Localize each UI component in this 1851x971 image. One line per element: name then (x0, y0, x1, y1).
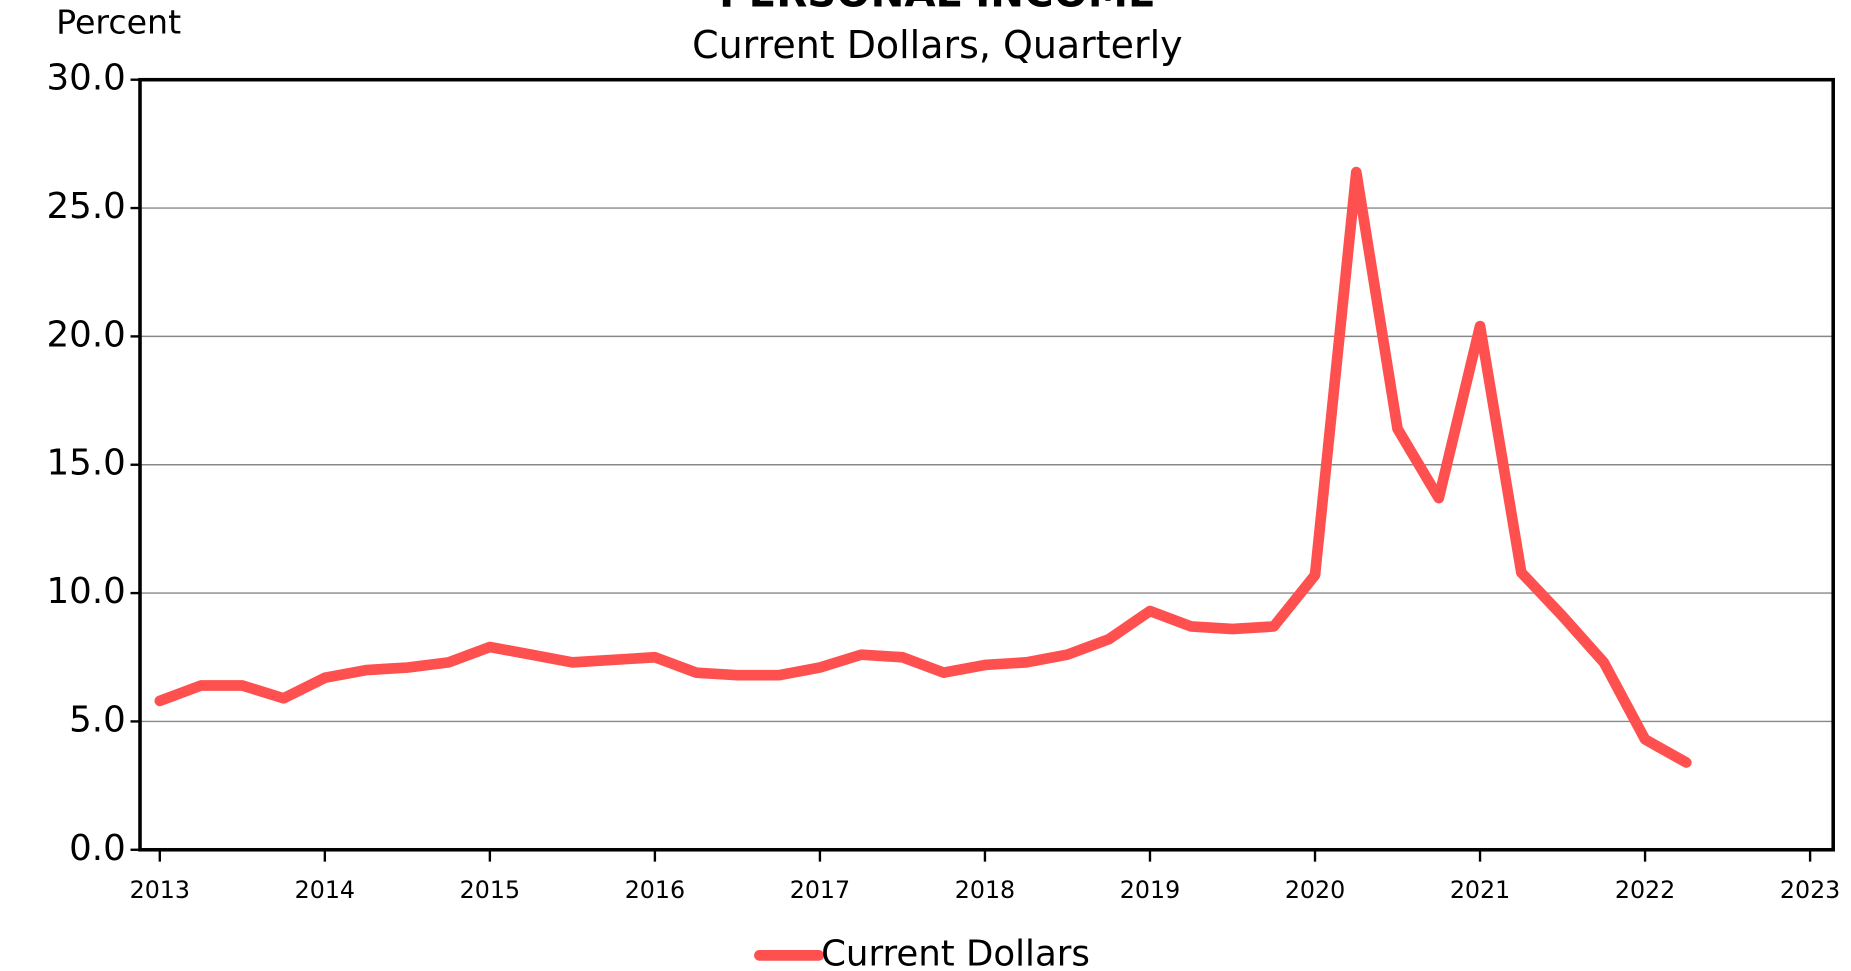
y-tick-label: 0.0 (69, 828, 126, 869)
chart-title: PERSONAL INCOME (719, 0, 1156, 16)
x-tick-label: 2019 (1120, 876, 1180, 904)
plot-frame (138, 77, 1835, 852)
x-tick-label: 2017 (790, 876, 850, 904)
x-tick-label: 2018 (955, 876, 1015, 904)
y-tick-label: 30.0 (47, 58, 126, 99)
x-tick-label: 2016 (625, 876, 685, 904)
y-axis-label: Percent (56, 2, 181, 41)
x-tick-label: 2020 (1285, 876, 1345, 904)
y-tick-label: 5.0 (69, 699, 126, 740)
y-tick-label: 20.0 (47, 314, 126, 355)
data-line (154, 166, 1692, 768)
y-tick-label: 25.0 (47, 186, 126, 227)
x-tick-label: 2015 (460, 876, 520, 904)
x-tick-label: 2023 (1780, 876, 1840, 904)
x-tick-label: 2022 (1615, 876, 1675, 904)
x-tick-label: 2014 (295, 876, 355, 904)
x-tick-label: 2021 (1450, 876, 1510, 904)
y-tick-label: 15.0 (47, 443, 126, 484)
y-tick-label: 10.0 (47, 571, 126, 612)
legend-label: Current Dollars (821, 933, 1090, 971)
x-tick-label: 2013 (130, 876, 190, 904)
chart-subtitle: Current Dollars, Quarterly (692, 23, 1183, 67)
